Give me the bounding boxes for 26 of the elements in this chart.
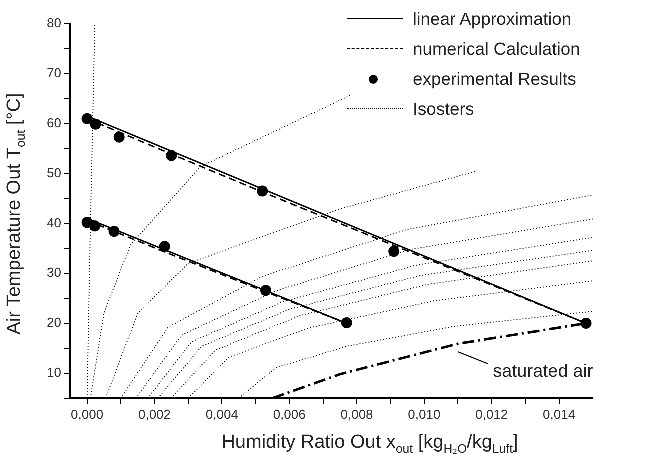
x-tick-label: 0,004	[206, 406, 238, 422]
y-tick-label: 60	[46, 115, 62, 130]
y-tick-label: 20	[46, 315, 62, 330]
x-tick-label: 0,000	[71, 406, 104, 422]
point	[341, 318, 352, 329]
x-tick-label: 0,008	[340, 406, 374, 422]
x-tick-label: 0,012	[476, 406, 508, 422]
x-tick-label: 0,010	[408, 406, 441, 422]
y-tick-label: 50	[46, 165, 62, 180]
legend-label: Isosters	[413, 98, 474, 120]
x-tick-label: 0,014	[543, 406, 576, 422]
y-tick-label: 40	[46, 215, 62, 230]
x-tick-label: 0,006	[273, 406, 306, 422]
legend-label: experimental Results	[413, 68, 576, 90]
legend-label: linear Approximation	[413, 8, 572, 30]
y-tick-label: 30	[46, 265, 62, 280]
series-label: saturated air	[493, 360, 594, 381]
y-tick-label: 70	[46, 66, 62, 80]
y-tick-label: 80	[46, 16, 62, 31]
legend-label: numerical Calculation	[413, 38, 580, 60]
point	[580, 318, 592, 330]
y-tick-label: 10	[46, 365, 62, 380]
point	[114, 132, 125, 143]
x-axis-title: Humidity Ratio Out x$_{out}$ [kg$_{H₂O}$/kg$_{Luft}$]	[220, 432, 520, 456]
point	[388, 246, 400, 258]
x-tick-label: 0,002	[138, 406, 172, 422]
